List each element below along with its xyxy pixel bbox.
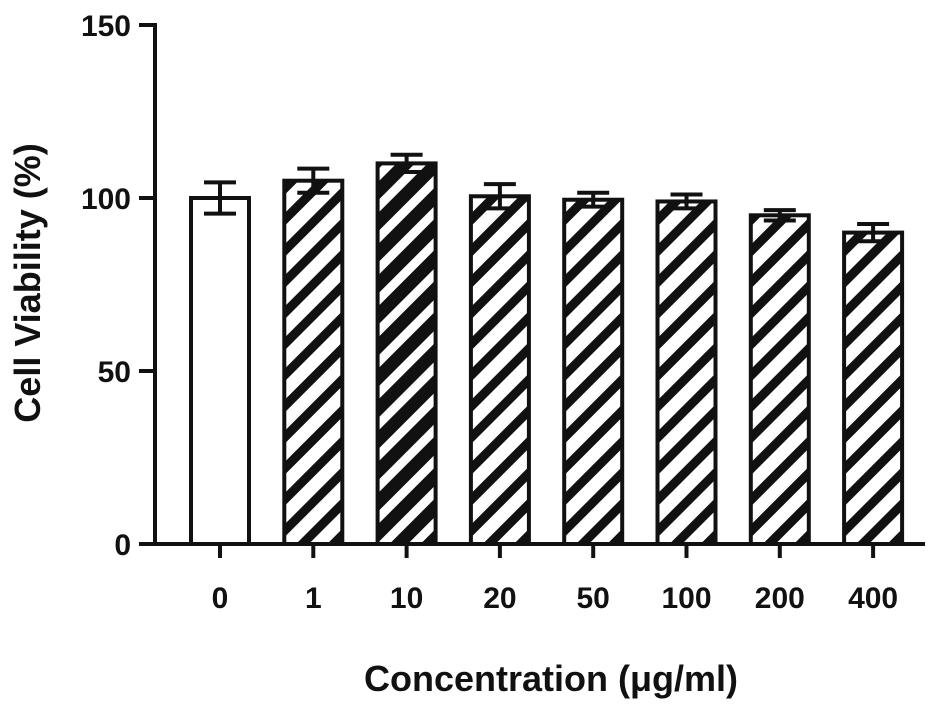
bar-100	[655, 199, 718, 547]
y-axis-title: Cell Viability (%)	[7, 143, 48, 422]
x-axis-title: Concentration (μg/ml)	[364, 658, 738, 699]
y-tick-label-100: 100	[81, 183, 131, 216]
bar-50	[562, 197, 625, 546]
x-tick-label-100: 100	[661, 582, 711, 615]
error-bars-group	[204, 152, 890, 244]
labels-group: 0 1 10 20 50 100 200 400 0 50 100 150	[81, 10, 898, 615]
y-tick-label-50: 50	[98, 356, 131, 389]
x-tick-label-50: 50	[577, 582, 610, 615]
y-tick-label-0: 0	[114, 529, 131, 562]
axes-group	[139, 23, 925, 558]
x-tick-label-1: 1	[305, 582, 322, 615]
bar-400	[842, 230, 905, 546]
bar-1	[282, 178, 345, 546]
bar-0	[189, 196, 251, 546]
x-tick-label-400: 400	[848, 582, 898, 615]
x-tick-label-200: 200	[755, 582, 805, 615]
x-tick-label-0: 0	[212, 582, 229, 615]
y-tick-label-150: 150	[81, 10, 131, 43]
bar-20	[468, 194, 531, 547]
x-tick-label-20: 20	[483, 582, 516, 615]
bar-200	[748, 213, 811, 547]
x-tick-label-10: 10	[390, 582, 423, 615]
bar-10	[375, 161, 438, 546]
